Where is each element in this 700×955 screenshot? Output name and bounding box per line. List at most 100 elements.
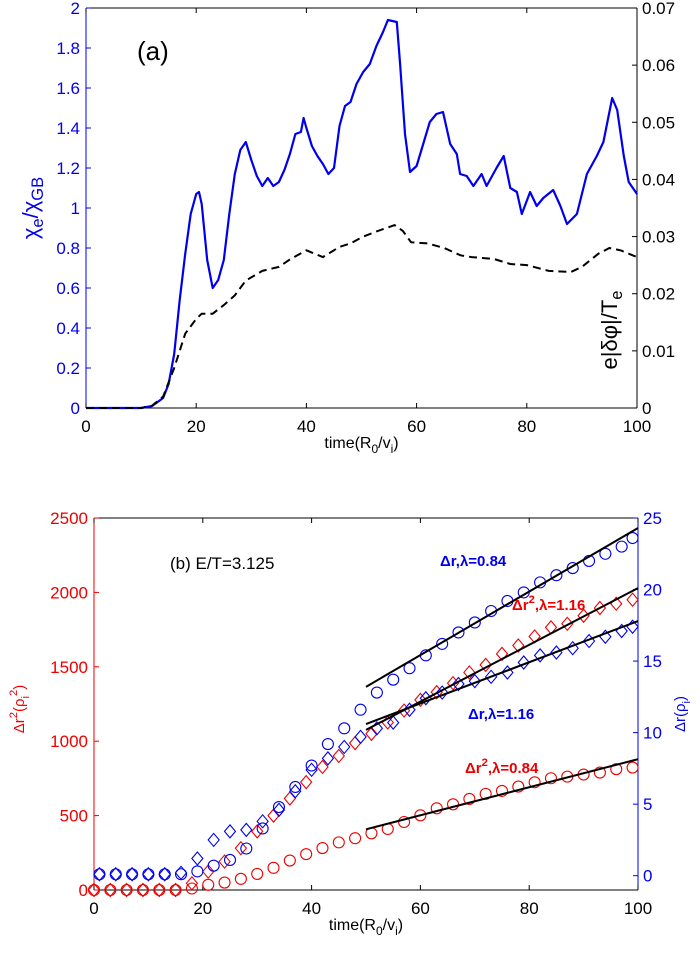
circle-marker: [289, 780, 302, 794]
y-right-axis-label: Δr(ρi): [672, 696, 693, 732]
circle-marker: [93, 868, 106, 881]
circle-marker: [430, 802, 443, 815]
solid-series-line: [86, 18, 638, 410]
diamond-marker: [561, 616, 574, 632]
diamond-marker: [158, 866, 171, 882]
y-left-tick-label: 2: [71, 0, 80, 18]
circle-marker: [610, 763, 623, 776]
diamond-marker: [533, 648, 547, 663]
circle-marker: [370, 686, 383, 699]
diamond-marker: [435, 685, 449, 700]
y-right-tick-label: 0.06: [642, 56, 675, 75]
diamond-marker: [191, 851, 204, 866]
circle-marker: [446, 798, 460, 811]
panel-label: (a): [137, 36, 169, 66]
y-left-tick-label: 1.2: [56, 159, 80, 178]
circle-marker: [300, 848, 313, 861]
series-0: [86, 18, 638, 410]
circle-marker: [191, 865, 204, 878]
y-right-tick-label: 0.03: [642, 228, 675, 247]
circle-marker: [272, 800, 286, 814]
circle-marker: [256, 822, 269, 835]
circle-marker: [544, 772, 558, 785]
fit-annotation: Δr,λ=1.16: [468, 706, 534, 723]
diamond-marker: [479, 657, 492, 673]
diamond-marker: [348, 735, 362, 751]
diamond-marker: [104, 882, 117, 898]
circle-marker: [202, 878, 215, 891]
circle-marker: [240, 842, 253, 855]
y-right-tick-label: 5: [643, 795, 652, 814]
circle-marker: [283, 854, 296, 867]
circle-marker: [207, 859, 220, 872]
circle-marker: [398, 815, 411, 829]
y-right-tick-label: 25: [643, 509, 662, 528]
circle-marker: [109, 868, 122, 881]
circle-marker: [626, 761, 639, 774]
fit-annotation: Δr2,λ=1.16: [512, 594, 585, 614]
x-tick-label: 40: [297, 417, 316, 436]
y-right-tick-label: 0.01: [642, 342, 675, 361]
diamond-marker: [153, 882, 166, 898]
circle-marker: [468, 616, 481, 629]
diamond-marker: [142, 866, 155, 882]
circle-marker: [354, 703, 367, 716]
diamond-marker: [283, 791, 297, 806]
diamond-marker: [332, 748, 346, 764]
x-axis-label: time(R0/vi): [329, 917, 403, 938]
fit-line: [365, 527, 639, 688]
circle-marker: [387, 673, 400, 686]
diamond-marker: [501, 665, 514, 680]
diamond-marker: [354, 729, 367, 745]
x-tick-label: 100: [624, 899, 652, 918]
y-right-tick-label: 20: [643, 581, 662, 600]
y-left-tick-label: 1.6: [56, 79, 80, 98]
circle-marker: [316, 841, 329, 855]
series-3: [93, 619, 639, 882]
circle-marker: [158, 868, 171, 881]
diamond-marker: [316, 759, 329, 775]
circle-marker: [599, 547, 612, 560]
circle-marker: [414, 809, 427, 822]
diamond-marker: [223, 823, 237, 839]
fit-annotation: Δr,λ=0.84: [440, 553, 507, 570]
diamond-marker: [338, 739, 351, 755]
diamond-marker: [136, 882, 150, 898]
diamond-marker: [169, 882, 182, 898]
y-right-tick-label: 0.07: [642, 0, 675, 18]
circle-marker: [223, 853, 237, 867]
diamond-marker: [430, 684, 443, 700]
diamond-marker: [446, 675, 460, 691]
y-left-tick-label: 0: [79, 881, 88, 900]
circle-marker: [332, 836, 345, 849]
diamond-marker: [512, 638, 525, 653]
diamond-marker: [218, 854, 231, 869]
diamond-marker: [174, 865, 188, 881]
circle-marker: [321, 738, 334, 751]
y-left-tick-label: 1500: [50, 658, 88, 677]
diamond-marker: [403, 702, 416, 718]
diamond-marker: [125, 866, 139, 882]
x-tick-label: 80: [520, 899, 539, 918]
y-right-axis-label: e|δφ|/Te: [597, 291, 626, 370]
y-right-tick-label: 15: [643, 652, 662, 671]
circle-marker: [218, 876, 231, 889]
diamond-marker: [495, 646, 509, 662]
circle-marker: [338, 722, 351, 735]
series-2: [93, 531, 639, 881]
y-left-axis-label: χe/χGB: [18, 177, 47, 239]
series-1: [86, 224, 638, 409]
x-tick-label: 20: [187, 417, 206, 436]
y-right-tick-label: 0.02: [642, 285, 675, 304]
circle-marker: [234, 872, 247, 885]
x-axis-label: time(R0/vi): [324, 435, 398, 456]
diamond-marker: [414, 692, 427, 708]
diamond-marker: [452, 676, 465, 692]
diamond-marker: [517, 655, 530, 670]
circle-marker: [185, 882, 198, 895]
circle-marker: [403, 662, 416, 675]
diamond-marker: [93, 866, 106, 882]
diamond-marker: [202, 864, 215, 879]
circle-marker: [349, 832, 362, 845]
